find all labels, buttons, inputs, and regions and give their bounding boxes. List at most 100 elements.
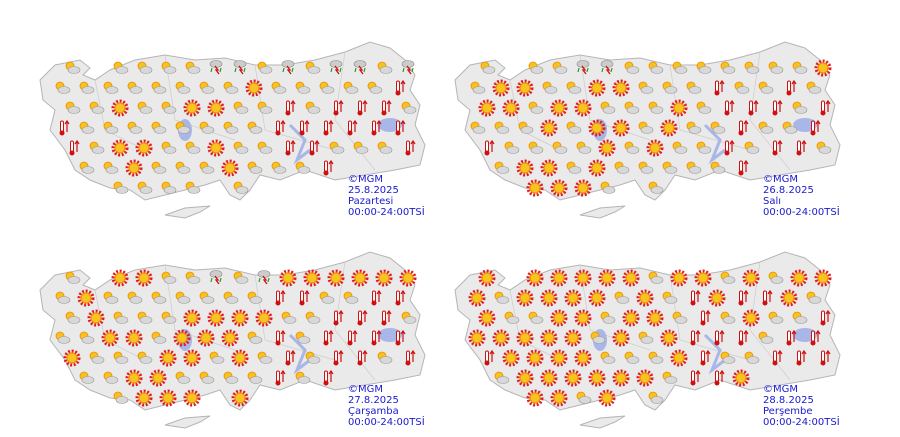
sun-rays xyxy=(598,139,616,157)
cloud-icon xyxy=(321,296,335,304)
cloud-icon xyxy=(115,396,129,404)
up-arrow xyxy=(743,329,749,342)
sun-rays xyxy=(516,79,534,97)
up-arrow xyxy=(410,139,416,152)
sun-icon xyxy=(553,352,565,364)
sun-rays xyxy=(814,59,832,77)
thermometer xyxy=(485,140,489,153)
thermometer-bulb xyxy=(820,320,826,326)
sun-rays xyxy=(550,309,568,327)
sun-rays xyxy=(574,179,592,197)
thermometer-bulb xyxy=(820,110,826,116)
up-arrow xyxy=(280,289,286,302)
sun-rays xyxy=(574,99,592,117)
cloud-icon xyxy=(321,86,335,94)
sun-icon xyxy=(128,332,140,344)
sun-rays xyxy=(468,289,486,307)
thermometer xyxy=(396,330,400,343)
sun-icon xyxy=(553,272,565,284)
sun-icon xyxy=(591,122,603,134)
cloud-icon xyxy=(129,296,143,304)
cloud-icon xyxy=(153,166,167,174)
thermometer xyxy=(396,290,400,303)
cloud-icon xyxy=(530,106,544,114)
thermometer xyxy=(324,370,328,383)
sun-rays xyxy=(159,349,177,367)
cloud-icon xyxy=(784,126,798,134)
sun-icon xyxy=(128,372,140,384)
up-arrow xyxy=(825,309,831,322)
thermometer xyxy=(324,160,328,173)
thermometer-bulb xyxy=(714,340,720,346)
cloud-icon xyxy=(794,106,808,114)
sun-rays xyxy=(245,79,263,97)
sun-icon xyxy=(529,272,541,284)
cloud-icon xyxy=(235,186,249,194)
sun-rays xyxy=(111,139,129,157)
cloud-icon xyxy=(81,376,95,384)
map-label-period: 00:00-24:00TSİ xyxy=(348,415,425,428)
map-label-date: 26.8.2025 xyxy=(763,185,814,196)
rain xyxy=(330,67,342,73)
cloud-icon xyxy=(163,316,177,324)
sun-icon xyxy=(783,292,795,304)
lightning xyxy=(262,275,268,285)
up-arrow xyxy=(777,139,783,152)
sun-rays xyxy=(814,269,832,287)
sun-icon xyxy=(639,292,651,304)
sun-rays xyxy=(636,369,654,387)
thermometer xyxy=(691,330,695,343)
sun-rays xyxy=(588,369,606,387)
sun-icon xyxy=(66,352,78,364)
lightning xyxy=(406,65,412,75)
cloud-icon xyxy=(496,376,510,384)
cloud-icon xyxy=(259,106,273,114)
sun-rays xyxy=(183,99,201,117)
map-label-day: Perşembe xyxy=(763,406,813,417)
up-arrow xyxy=(729,99,735,112)
sun-rays xyxy=(526,179,544,197)
cloud-icon xyxy=(249,336,263,344)
thermometer-bulb xyxy=(405,360,411,366)
sun-icon xyxy=(402,272,414,284)
cloud-icon xyxy=(722,276,736,284)
sun-rays xyxy=(231,349,249,367)
cloud-icon xyxy=(602,356,616,364)
cloud-icon xyxy=(602,186,616,194)
sun-icon xyxy=(817,272,829,284)
up-arrow xyxy=(801,349,807,362)
sun-icon xyxy=(162,352,174,364)
cloud-icon xyxy=(139,106,153,114)
thermometer-bulb xyxy=(738,170,744,176)
thermometer-bulb xyxy=(772,150,778,156)
sun-icon xyxy=(114,142,126,154)
thermometer xyxy=(821,100,825,113)
lightning xyxy=(238,65,244,75)
map-label-credit: ©MGM xyxy=(348,384,383,395)
cloud-icon xyxy=(225,86,239,94)
sun-icon xyxy=(591,292,603,304)
cloud-icon xyxy=(616,166,630,174)
thermometer-bulb xyxy=(700,320,706,326)
sun-icon xyxy=(495,332,507,344)
cloud-icon xyxy=(225,296,239,304)
thermometer-bulb xyxy=(347,130,353,136)
thermometer-bulb xyxy=(333,360,339,366)
cloud-icon xyxy=(496,296,510,304)
cloud-icon xyxy=(698,146,712,154)
sun-icon xyxy=(711,292,723,304)
cloud-icon xyxy=(520,126,534,134)
up-arrow xyxy=(280,119,286,132)
sun-icon xyxy=(577,272,589,284)
up-arrow xyxy=(729,139,735,152)
up-arrow xyxy=(791,79,797,92)
up-arrow xyxy=(719,369,725,382)
thermometer xyxy=(691,370,695,383)
up-arrow xyxy=(64,119,70,132)
up-arrow xyxy=(767,289,773,302)
up-arrow xyxy=(489,349,495,362)
thermometer xyxy=(276,330,280,343)
map-label-day: Çarşamba xyxy=(348,406,399,417)
sun-icon xyxy=(567,332,579,344)
cloud-icon xyxy=(129,126,143,134)
